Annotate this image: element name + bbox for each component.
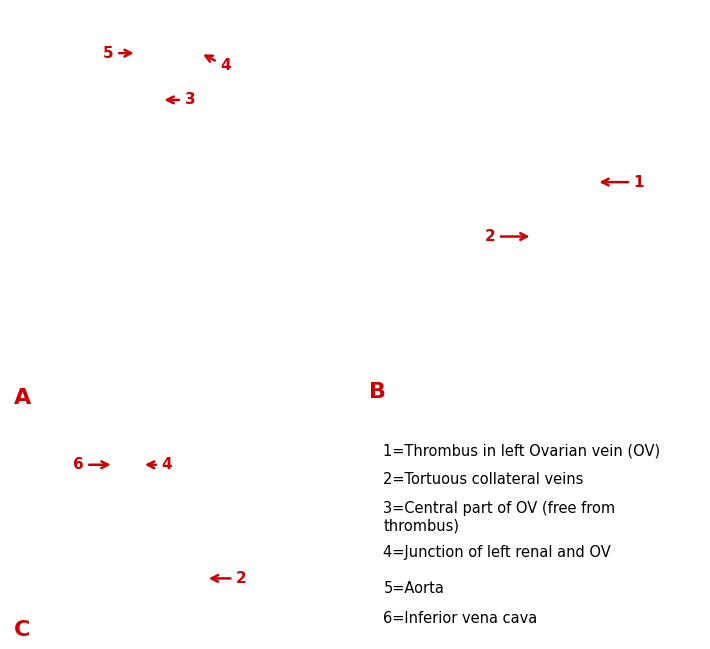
Text: 3=Central part of OV (free from
thrombus): 3=Central part of OV (free from thrombus… — [383, 501, 616, 533]
Text: A: A — [14, 388, 31, 408]
Text: 5=Aorta: 5=Aorta — [383, 581, 444, 596]
Text: 1=Thrombus in left Ovarian vein (OV): 1=Thrombus in left Ovarian vein (OV) — [383, 444, 660, 459]
Text: 1: 1 — [602, 175, 644, 190]
Text: 2=Tortuous collateral veins: 2=Tortuous collateral veins — [383, 472, 584, 487]
Text: B: B — [369, 382, 386, 402]
Text: 4=Junction of left renal and OV: 4=Junction of left renal and OV — [383, 545, 611, 560]
Text: 3: 3 — [167, 92, 195, 107]
Text: C: C — [14, 620, 31, 640]
Text: 4: 4 — [148, 458, 172, 472]
Text: 2: 2 — [484, 229, 527, 244]
Text: 5: 5 — [103, 45, 131, 60]
Text: 2: 2 — [212, 571, 247, 586]
Text: 6: 6 — [72, 458, 108, 472]
Text: 4: 4 — [205, 56, 231, 73]
Text: 6=Inferior vena cava: 6=Inferior vena cava — [383, 611, 537, 626]
